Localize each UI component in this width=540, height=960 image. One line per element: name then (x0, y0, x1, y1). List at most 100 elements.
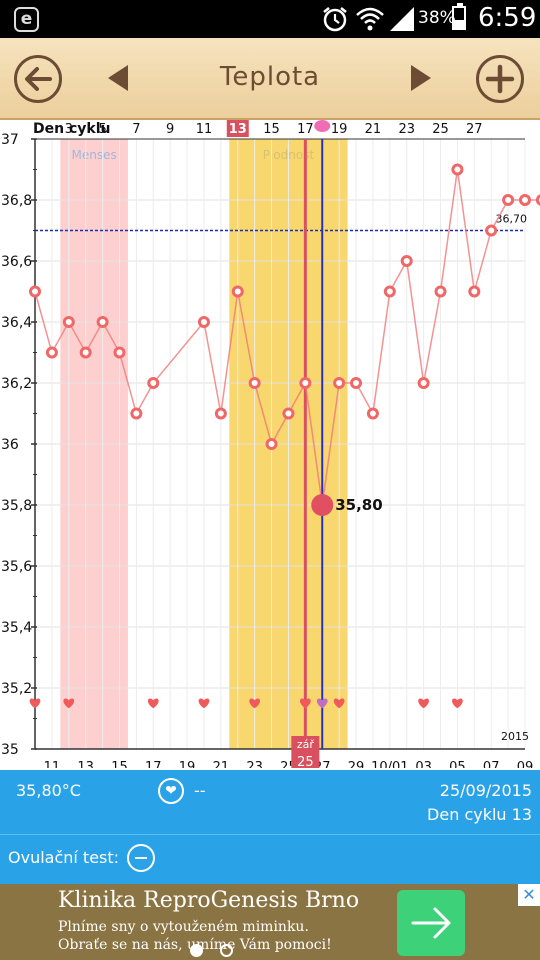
heart-marker (333, 698, 345, 709)
day-info-bar: 35,80°C ❤ -- 25/09/2015 Den cyklu 13 (0, 770, 540, 834)
selected-data-point (311, 494, 334, 516)
previous-arrow-button[interactable] (108, 65, 128, 91)
ovulation-test-label: Ovulační test: (8, 848, 120, 867)
top-tick-label: 9 (166, 122, 174, 137)
ad-banner[interactable]: Klinika ReproGenesis Brno Plníme sny o v… (0, 884, 540, 960)
battery-level (454, 20, 464, 28)
y-tick-label: 35 (1, 742, 19, 758)
add-button[interactable] (476, 55, 524, 103)
battery-percent: 38% (418, 8, 456, 28)
heart-marker (299, 698, 311, 709)
heart-marker (147, 698, 159, 709)
top-tick-label: 7 (132, 122, 140, 137)
bottom-tick-label: 17 (145, 760, 162, 768)
bottom-tick-label: 10/01 (371, 760, 408, 768)
selected-date: 25/09/2015 (439, 781, 532, 800)
y-tick-label: 35,8 (1, 498, 32, 514)
top-tick-label: 11 (196, 122, 213, 137)
data-point (265, 438, 278, 450)
heart-icon[interactable]: ❤ (158, 778, 184, 804)
top-tick-label: 3 (65, 122, 73, 137)
bottom-tick-label: 09 (517, 760, 534, 768)
top-tick-label: 5 (98, 122, 106, 137)
bottom-tick-label: 07 (483, 760, 500, 768)
ad-page-dot[interactable] (220, 944, 233, 957)
data-point (502, 194, 515, 206)
bottom-tick-label: 15 (111, 760, 128, 768)
arrow-right-icon (411, 907, 451, 939)
ad-page-dot-active[interactable] (190, 944, 203, 957)
next-arrow-button[interactable] (411, 65, 431, 91)
ad-open-button[interactable] (397, 890, 465, 956)
alarm-icon (323, 7, 347, 32)
data-point (468, 285, 481, 298)
data-point (434, 285, 447, 298)
data-point (282, 407, 295, 420)
y-tick-label: 36,8 (1, 193, 32, 209)
heart-marker (418, 698, 429, 709)
data-point (79, 346, 92, 359)
data-point (214, 407, 227, 420)
app-notification-icon: e (14, 7, 39, 32)
top-tick-label: 21 (365, 122, 382, 137)
plus-icon (485, 64, 515, 94)
data-point (147, 377, 160, 389)
data-point (231, 285, 244, 298)
data-point (383, 285, 396, 298)
top-tick-label: 17 (297, 122, 314, 137)
top-tick-label: 13 (229, 122, 247, 137)
back-button[interactable] (14, 55, 62, 103)
heart-marker (452, 698, 463, 709)
data-point (535, 194, 540, 206)
minus-circle-icon (135, 857, 147, 859)
y-tick-label: 36 (1, 437, 19, 453)
selected-value-label: 35,80 (335, 496, 382, 514)
temperature-chart[interactable]: Menses Plodnost 37 36,8 36,6 36,4 36,2 36 35,8 35… (0, 120, 540, 768)
temperature-chart-svg[interactable]: Menses Plodnost3736,836,636,436,23635,835… (0, 120, 540, 768)
bottom-tick-label: 21 (213, 760, 230, 768)
intercourse-value: -- (194, 781, 206, 800)
bottom-tick-label: 05 (449, 760, 466, 768)
y-tick-label: 37 (1, 132, 19, 148)
selected-date-marker (291, 736, 320, 768)
page-title: Teplota (219, 62, 321, 92)
data-point (485, 224, 498, 237)
app-header: Teplota (0, 38, 540, 120)
y-tick-label: 36,6 (1, 254, 32, 270)
data-point (366, 407, 379, 420)
close-icon[interactable]: ✕ (518, 884, 540, 906)
arrow-left-icon (25, 67, 52, 91)
heart-marker (198, 698, 210, 709)
top-tick-label: 15 (263, 122, 280, 137)
year-label: 2015 (501, 730, 529, 743)
data-point (350, 377, 363, 389)
bottom-tick-label: 11 (44, 760, 61, 768)
ovulation-day-icon (314, 120, 331, 132)
data-point (45, 346, 58, 359)
data-point (248, 377, 261, 389)
coverline-label: 36,70 (496, 213, 528, 226)
y-tick-label: 35,4 (1, 620, 32, 636)
data-point (197, 316, 210, 328)
status-bar: e 38% 6:59 (0, 0, 540, 38)
top-tick-label: 27 (466, 122, 483, 137)
heart-marker (316, 698, 328, 709)
y-tick-label: 36,2 (1, 376, 32, 392)
ovulation-test-toggle[interactable] (127, 844, 155, 872)
wifi-icon (356, 7, 384, 31)
y-tick-label: 36,4 (1, 315, 32, 331)
data-point (519, 194, 531, 206)
heart-marker (29, 698, 41, 709)
ad-text-line-1: Plníme sny o vytouženém miminku. (58, 919, 309, 935)
heart-marker (249, 698, 261, 709)
cycle-day: Den cyklu 13 (427, 805, 532, 824)
top-tick-label: 25 (432, 122, 449, 137)
top-axis-title: Den cyklu (33, 121, 110, 137)
heart-marker (63, 698, 75, 709)
bottom-tick-label: 03 (415, 760, 432, 768)
bottom-tick-label: 27 (314, 760, 331, 768)
data-point (400, 255, 413, 267)
top-tick-label: 23 (398, 122, 415, 137)
bottom-tick-label: 19 (179, 760, 196, 768)
ad-title[interactable]: Klinika ReproGenesis Brno (58, 888, 360, 913)
